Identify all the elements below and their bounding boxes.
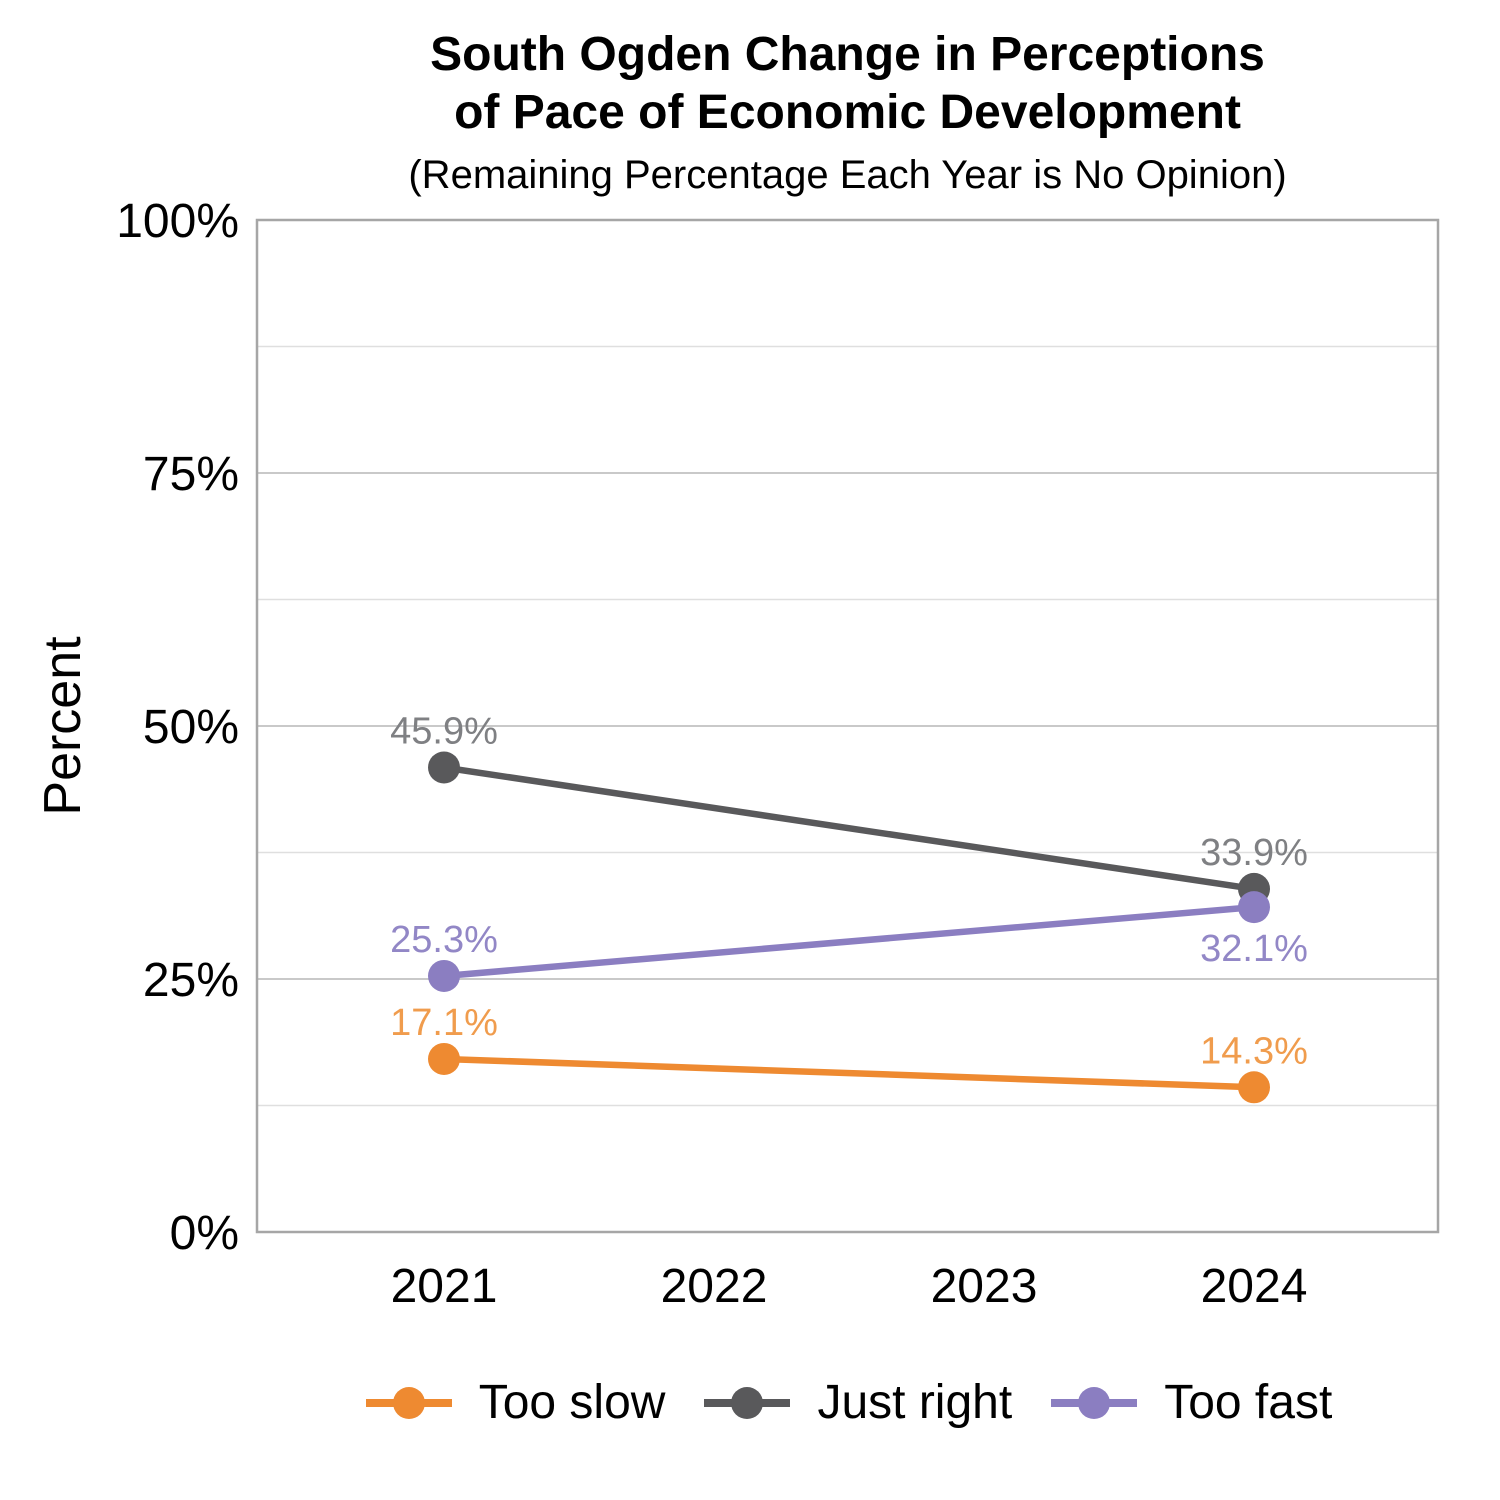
- panel-border: [255, 218, 1440, 1234]
- chart-title-line2: of Pace of Economic Development: [454, 86, 1241, 139]
- data-point-too-fast[interactable]: [1238, 891, 1270, 924]
- chart-header: South Ogden Change in Perceptions of Pac…: [257, 26, 1438, 198]
- chart-title-line1: South Ogden Change in Perceptions: [430, 28, 1265, 81]
- legend-item-too-slow[interactable]: Too slow: [363, 1376, 666, 1429]
- legend-label-just-right: Just right: [817, 1376, 1013, 1429]
- data-point-too-slow[interactable]: [1238, 1071, 1270, 1104]
- data-point-label-just-right: 45.9%: [390, 710, 498, 752]
- x-tick-label: 2021: [391, 1260, 498, 1313]
- data-point-too-slow[interactable]: [428, 1042, 460, 1075]
- chart-subtitle: (Remaining Percentage Each Year is No Op…: [408, 153, 1287, 197]
- data-point-label-too-slow: 14.3%: [1200, 1030, 1308, 1072]
- data-point-label-just-right: 33.9%: [1200, 832, 1308, 874]
- x-tick-label: 2023: [931, 1260, 1038, 1313]
- data-point-just-right[interactable]: [428, 751, 460, 784]
- y-axis-title: Percent: [34, 636, 92, 816]
- series-line-just-right: [443, 764, 1255, 893]
- data-point-label-too-fast: 32.1%: [1200, 928, 1308, 970]
- just-right-point-icon: [704, 1387, 791, 1419]
- y-tick-label: 25%: [143, 954, 239, 1007]
- y-tick-label: 50%: [143, 701, 239, 754]
- legend-label-too-slow: Too slow: [478, 1376, 666, 1429]
- data-point-label-too-slow: 17.1%: [390, 1002, 498, 1044]
- chart-title: South Ogden Change in Perceptions of Pac…: [257, 26, 1438, 142]
- too-fast-point-icon: [1051, 1387, 1138, 1419]
- x-tick-label: 2024: [1201, 1260, 1308, 1313]
- x-tick-label: 2022: [661, 1260, 768, 1313]
- y-tick-label: 75%: [143, 448, 239, 501]
- legend-item-too-fast[interactable]: Too fast: [1048, 1379, 1332, 1427]
- y-tick-label: 0%: [170, 1207, 239, 1260]
- y-tick-label: 100%: [116, 195, 239, 248]
- legend-item-just-right[interactable]: Just right: [701, 1379, 1012, 1427]
- data-point-too-fast[interactable]: [428, 959, 460, 992]
- chart-legend: Too slow Just right Too fast: [257, 1372, 1438, 1434]
- series-line-too-fast: [443, 903, 1255, 980]
- series-line-too-slow: [443, 1055, 1255, 1091]
- data-point-label-too-fast: 25.3%: [390, 919, 498, 961]
- legend-label-too-fast: Too fast: [1164, 1376, 1333, 1429]
- too-slow-point-icon: [365, 1387, 452, 1419]
